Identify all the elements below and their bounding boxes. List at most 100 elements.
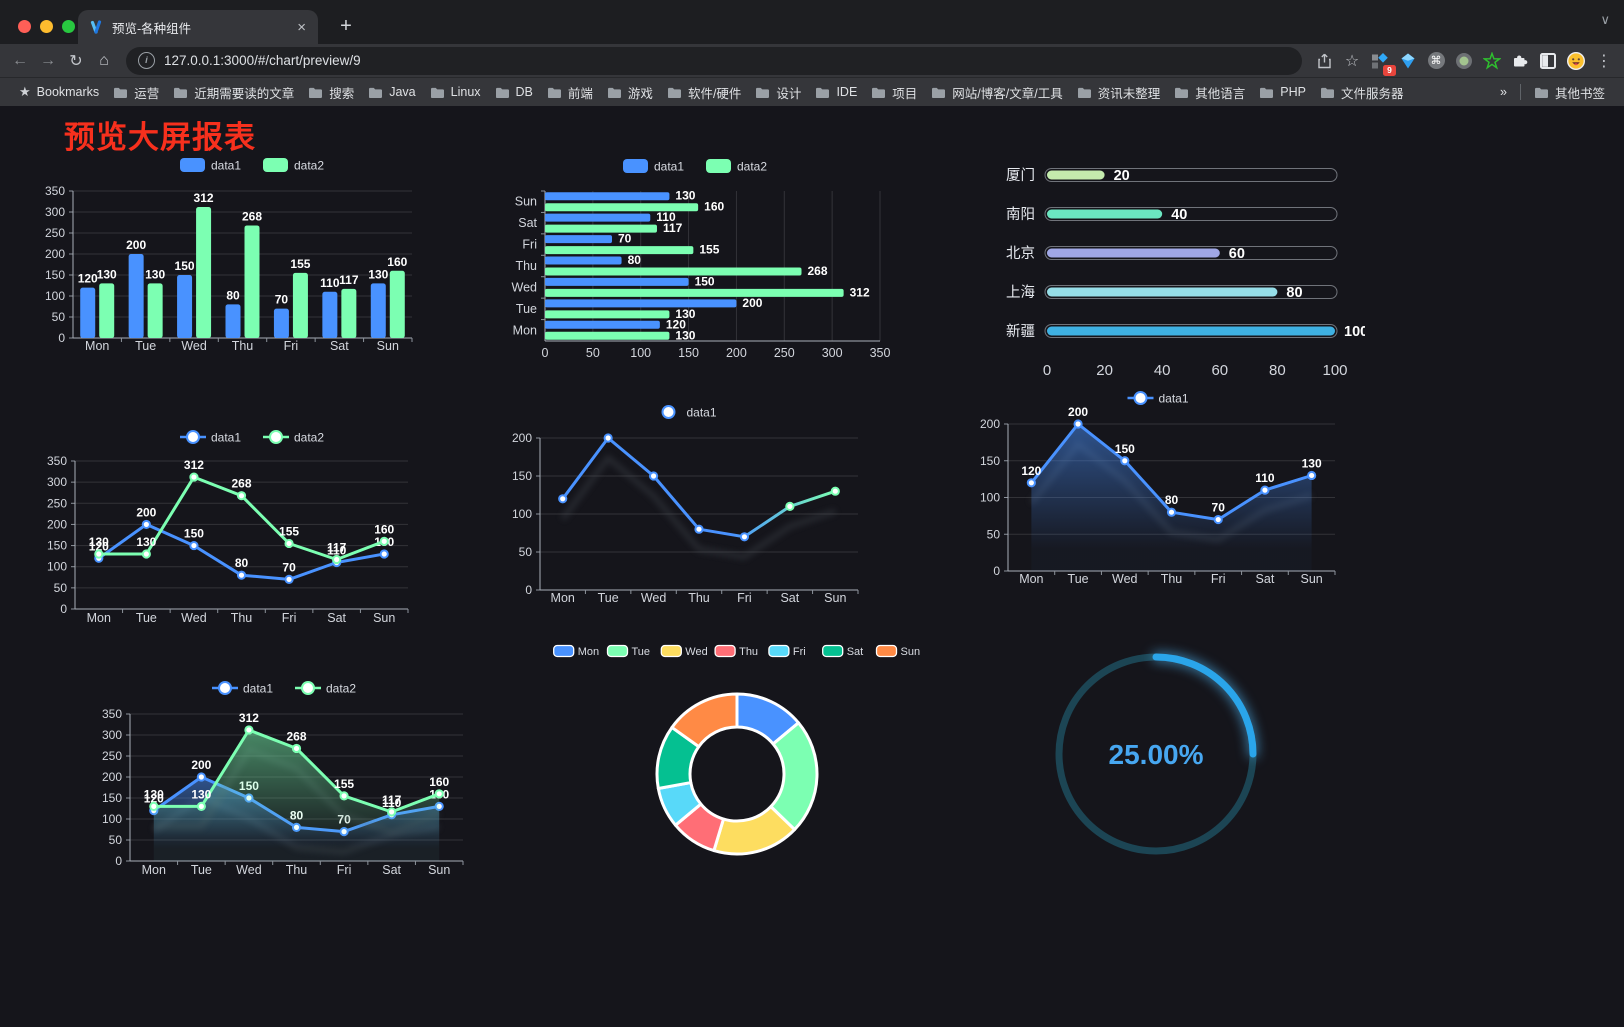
data-point[interactable] bbox=[434, 789, 444, 799]
data-point[interactable] bbox=[558, 494, 568, 504]
bar[interactable] bbox=[545, 288, 844, 297]
tab-close-icon[interactable]: × bbox=[297, 18, 306, 36]
bar[interactable] bbox=[545, 256, 622, 265]
legend-marker[interactable] bbox=[269, 430, 283, 444]
data-point[interactable] bbox=[189, 472, 199, 482]
extension-proxy-button[interactable]: 9 bbox=[1366, 48, 1396, 76]
bookmark-item[interactable]: PHP bbox=[1252, 82, 1313, 102]
data-point[interactable] bbox=[244, 725, 254, 735]
progress-row[interactable]: 厦门 20 bbox=[1006, 167, 1338, 184]
data-point[interactable] bbox=[236, 570, 247, 580]
bar[interactable] bbox=[545, 299, 737, 308]
reload-button[interactable]: ↻ bbox=[69, 52, 83, 70]
extensions-puzzle-button[interactable] bbox=[1506, 48, 1534, 74]
browser-tab[interactable]: 预览-各种组件 × bbox=[78, 10, 318, 44]
bar[interactable] bbox=[545, 192, 670, 201]
data-point[interactable] bbox=[379, 536, 389, 546]
legend-swatch[interactable] bbox=[263, 158, 288, 172]
other-bookmarks-folder[interactable]: 其他书签 bbox=[1527, 80, 1612, 105]
bar[interactable] bbox=[292, 272, 308, 338]
bar[interactable] bbox=[322, 291, 338, 338]
bar[interactable] bbox=[545, 320, 660, 329]
legend-marker[interactable] bbox=[1133, 391, 1148, 405]
bookmark-item[interactable]: 其他语言 bbox=[1167, 80, 1252, 105]
legend-swatch[interactable] bbox=[606, 644, 629, 658]
grouped-bar-chart[interactable]: 0 50 100 150 200 250 300 350 Mon Tue Wed Thu Fri Sat S… bbox=[35, 151, 475, 366]
bookmark-item[interactable]: 网站/博客/文章/工具 bbox=[924, 80, 1069, 105]
city-progress-chart[interactable]: 厦门 20 南阳 40 北京 60 上海 80 新疆 100 0 20 40 60 80 100 bbox=[985, 154, 1368, 389]
pie-slice[interactable] bbox=[670, 692, 739, 749]
bar[interactable] bbox=[147, 283, 163, 338]
data-point[interactable] bbox=[284, 538, 294, 549]
data-point[interactable] bbox=[694, 524, 704, 534]
data-point[interactable] bbox=[785, 501, 795, 512]
bar[interactable] bbox=[545, 277, 689, 286]
data-point[interactable] bbox=[1073, 419, 1083, 429]
bar[interactable] bbox=[545, 203, 699, 212]
browser-menu-button[interactable]: ⋮ bbox=[1596, 52, 1612, 70]
bookmark-item[interactable]: 设计 bbox=[748, 80, 808, 105]
data-point[interactable] bbox=[141, 549, 151, 559]
legend-swatch[interactable] bbox=[706, 159, 731, 173]
bar[interactable] bbox=[545, 224, 657, 233]
data-point[interactable] bbox=[332, 554, 342, 565]
bar[interactable] bbox=[545, 246, 694, 255]
data-point[interactable] bbox=[648, 471, 659, 481]
data-point[interactable] bbox=[379, 549, 389, 559]
legend-swatch[interactable] bbox=[553, 644, 575, 658]
gradient-line-chart[interactable]: 0 50 100 150 200 Mon Tue Wed Thu Fri Sat Sun data1 bbox=[505, 398, 873, 612]
bar[interactable] bbox=[273, 308, 289, 338]
tab-search-chevron-icon[interactable]: ∨ bbox=[1600, 12, 1610, 27]
legend-swatch[interactable] bbox=[714, 644, 736, 658]
legend-swatch[interactable] bbox=[660, 644, 682, 658]
progress-row[interactable]: 北京 60 bbox=[1006, 245, 1338, 262]
extension-kite-button[interactable] bbox=[1394, 48, 1422, 74]
data-point[interactable] bbox=[1166, 507, 1177, 517]
bar[interactable] bbox=[128, 254, 144, 338]
progress-row[interactable]: 南阳 40 bbox=[1006, 206, 1338, 223]
bookmark-item[interactable]: Java bbox=[361, 82, 422, 102]
bookmark-item[interactable]: 资讯未整理 bbox=[1070, 80, 1168, 105]
bookmark-item[interactable]: 项目 bbox=[864, 80, 924, 105]
legend-swatch[interactable] bbox=[623, 159, 648, 173]
legend-swatch[interactable] bbox=[875, 644, 898, 658]
bar[interactable] bbox=[177, 275, 193, 338]
back-button[interactable]: ← bbox=[12, 51, 28, 69]
bookmark-item[interactable]: 运营 bbox=[106, 80, 166, 105]
extension-star-button[interactable] bbox=[1478, 48, 1506, 74]
bookmark-item[interactable]: Linux bbox=[423, 82, 488, 102]
data-point[interactable] bbox=[1026, 478, 1036, 488]
bookmark-item[interactable]: 软件/硬件 bbox=[660, 80, 748, 105]
bookmark-item[interactable]: 前端 bbox=[540, 80, 600, 105]
progress-row[interactable]: 新疆 100 bbox=[1006, 323, 1368, 340]
data-point[interactable] bbox=[141, 519, 151, 530]
bar[interactable] bbox=[370, 283, 386, 338]
bar[interactable] bbox=[545, 267, 802, 276]
data-point[interactable] bbox=[387, 807, 397, 817]
bar[interactable] bbox=[389, 270, 405, 338]
bar[interactable] bbox=[196, 206, 212, 338]
data-point[interactable] bbox=[236, 491, 247, 501]
bar[interactable] bbox=[80, 287, 96, 338]
bar[interactable] bbox=[341, 288, 357, 338]
bar[interactable] bbox=[545, 213, 651, 222]
bookmark-item[interactable]: 搜索 bbox=[301, 80, 361, 105]
legend-swatch[interactable] bbox=[822, 644, 844, 658]
bookmark-item[interactable]: 文件服务器 bbox=[1313, 80, 1411, 105]
extension-command-button[interactable]: ⌘ bbox=[1422, 48, 1450, 74]
close-window-button[interactable] bbox=[18, 20, 31, 33]
site-info-icon[interactable]: i bbox=[138, 52, 155, 69]
data-point[interactable] bbox=[739, 532, 750, 542]
extension-theme-button[interactable] bbox=[1534, 48, 1562, 74]
weekday-donut-chart[interactable]: Mon Tue Wed Thu Fri Sat Sun bbox=[553, 634, 921, 902]
bar[interactable] bbox=[225, 304, 241, 338]
new-tab-button[interactable]: + bbox=[340, 14, 352, 37]
dual-area-line-chart[interactable]: 0 50 100 150 200 250 300 350 Mon Tue Wed Thu Fri Sat S… bbox=[95, 674, 479, 888]
data-point[interactable] bbox=[1120, 456, 1130, 466]
data-point[interactable] bbox=[189, 540, 199, 551]
forward-button[interactable]: → bbox=[40, 51, 56, 69]
bookmark-item[interactable]: 近期需要读的文章 bbox=[166, 80, 301, 105]
data-point[interactable] bbox=[284, 574, 294, 584]
bookmark-item[interactable]: DB bbox=[488, 82, 540, 102]
zoom-window-button[interactable] bbox=[62, 20, 75, 33]
